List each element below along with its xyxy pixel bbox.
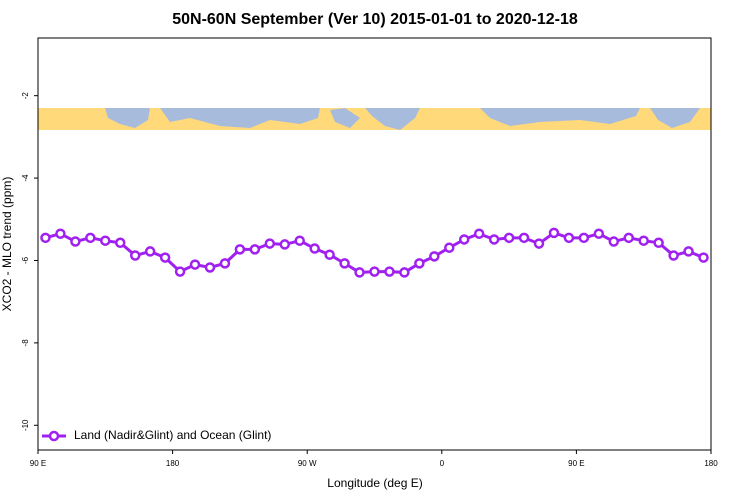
data-point [115,237,126,249]
data-point [204,262,216,273]
data-point [548,227,560,239]
data-point [55,228,66,239]
x-tick-label: 90 E [568,459,584,468]
data-point [219,258,231,269]
data-point [444,242,455,253]
y-tick-label: -2 [21,92,30,100]
x-tick-label: 180 [166,459,180,468]
data-point [638,235,649,246]
data-point [593,228,605,239]
x-axis-label: Longitude (deg E) [327,476,422,490]
data-point [174,266,186,277]
data-point [399,267,410,278]
plot-frame [37,37,712,451]
data-point [309,243,320,254]
x-tick-label: 90 W [298,459,317,468]
data-point [518,232,530,244]
data-point [384,266,395,277]
data-point [129,250,141,261]
data-point [653,237,664,249]
data-point [578,232,590,244]
data-point [668,250,679,261]
data-point [279,239,291,250]
x-tick-label: 180 [704,459,718,468]
y-tick-label: -4 [21,174,30,182]
data-point [40,232,51,244]
data-point [563,232,575,244]
data-point [698,252,709,263]
x-tick-label: 0 [440,459,445,468]
y-tick-label: -6 [21,256,30,264]
y-tick-label: -8 [21,339,30,347]
data-point [70,236,81,247]
data-point [458,234,470,245]
legend-label: Land (Nadir&Glint) and Ocean (Glint) [74,428,271,442]
data-point [249,244,261,255]
data-point [473,228,485,239]
data-point [85,232,96,244]
chart-title: 50N-60N September (Ver 10) 2015-01-01 to… [172,11,578,28]
data-point [100,235,111,246]
y-tick-label: -10 [21,419,30,431]
y-axis-label: XCO2 - MLO trend (ppm) [0,177,14,312]
data-point [369,266,380,277]
data-point [339,258,350,269]
data-point [503,232,515,244]
data-point [414,258,425,269]
data-point [159,252,171,263]
x-tick-label: 90 E [30,459,46,468]
data-point [488,234,500,245]
data-point [354,267,365,278]
data-point [429,251,440,262]
data-point [189,259,201,270]
data-point [683,246,694,257]
data-point [533,238,545,249]
data-point [234,244,246,255]
data-point [324,249,335,260]
legend-marker [48,430,60,442]
map-band [38,108,711,130]
data-point [623,232,634,244]
data-point [264,238,276,249]
data-point [608,236,620,247]
data-point [294,235,305,246]
data-point [144,246,156,257]
